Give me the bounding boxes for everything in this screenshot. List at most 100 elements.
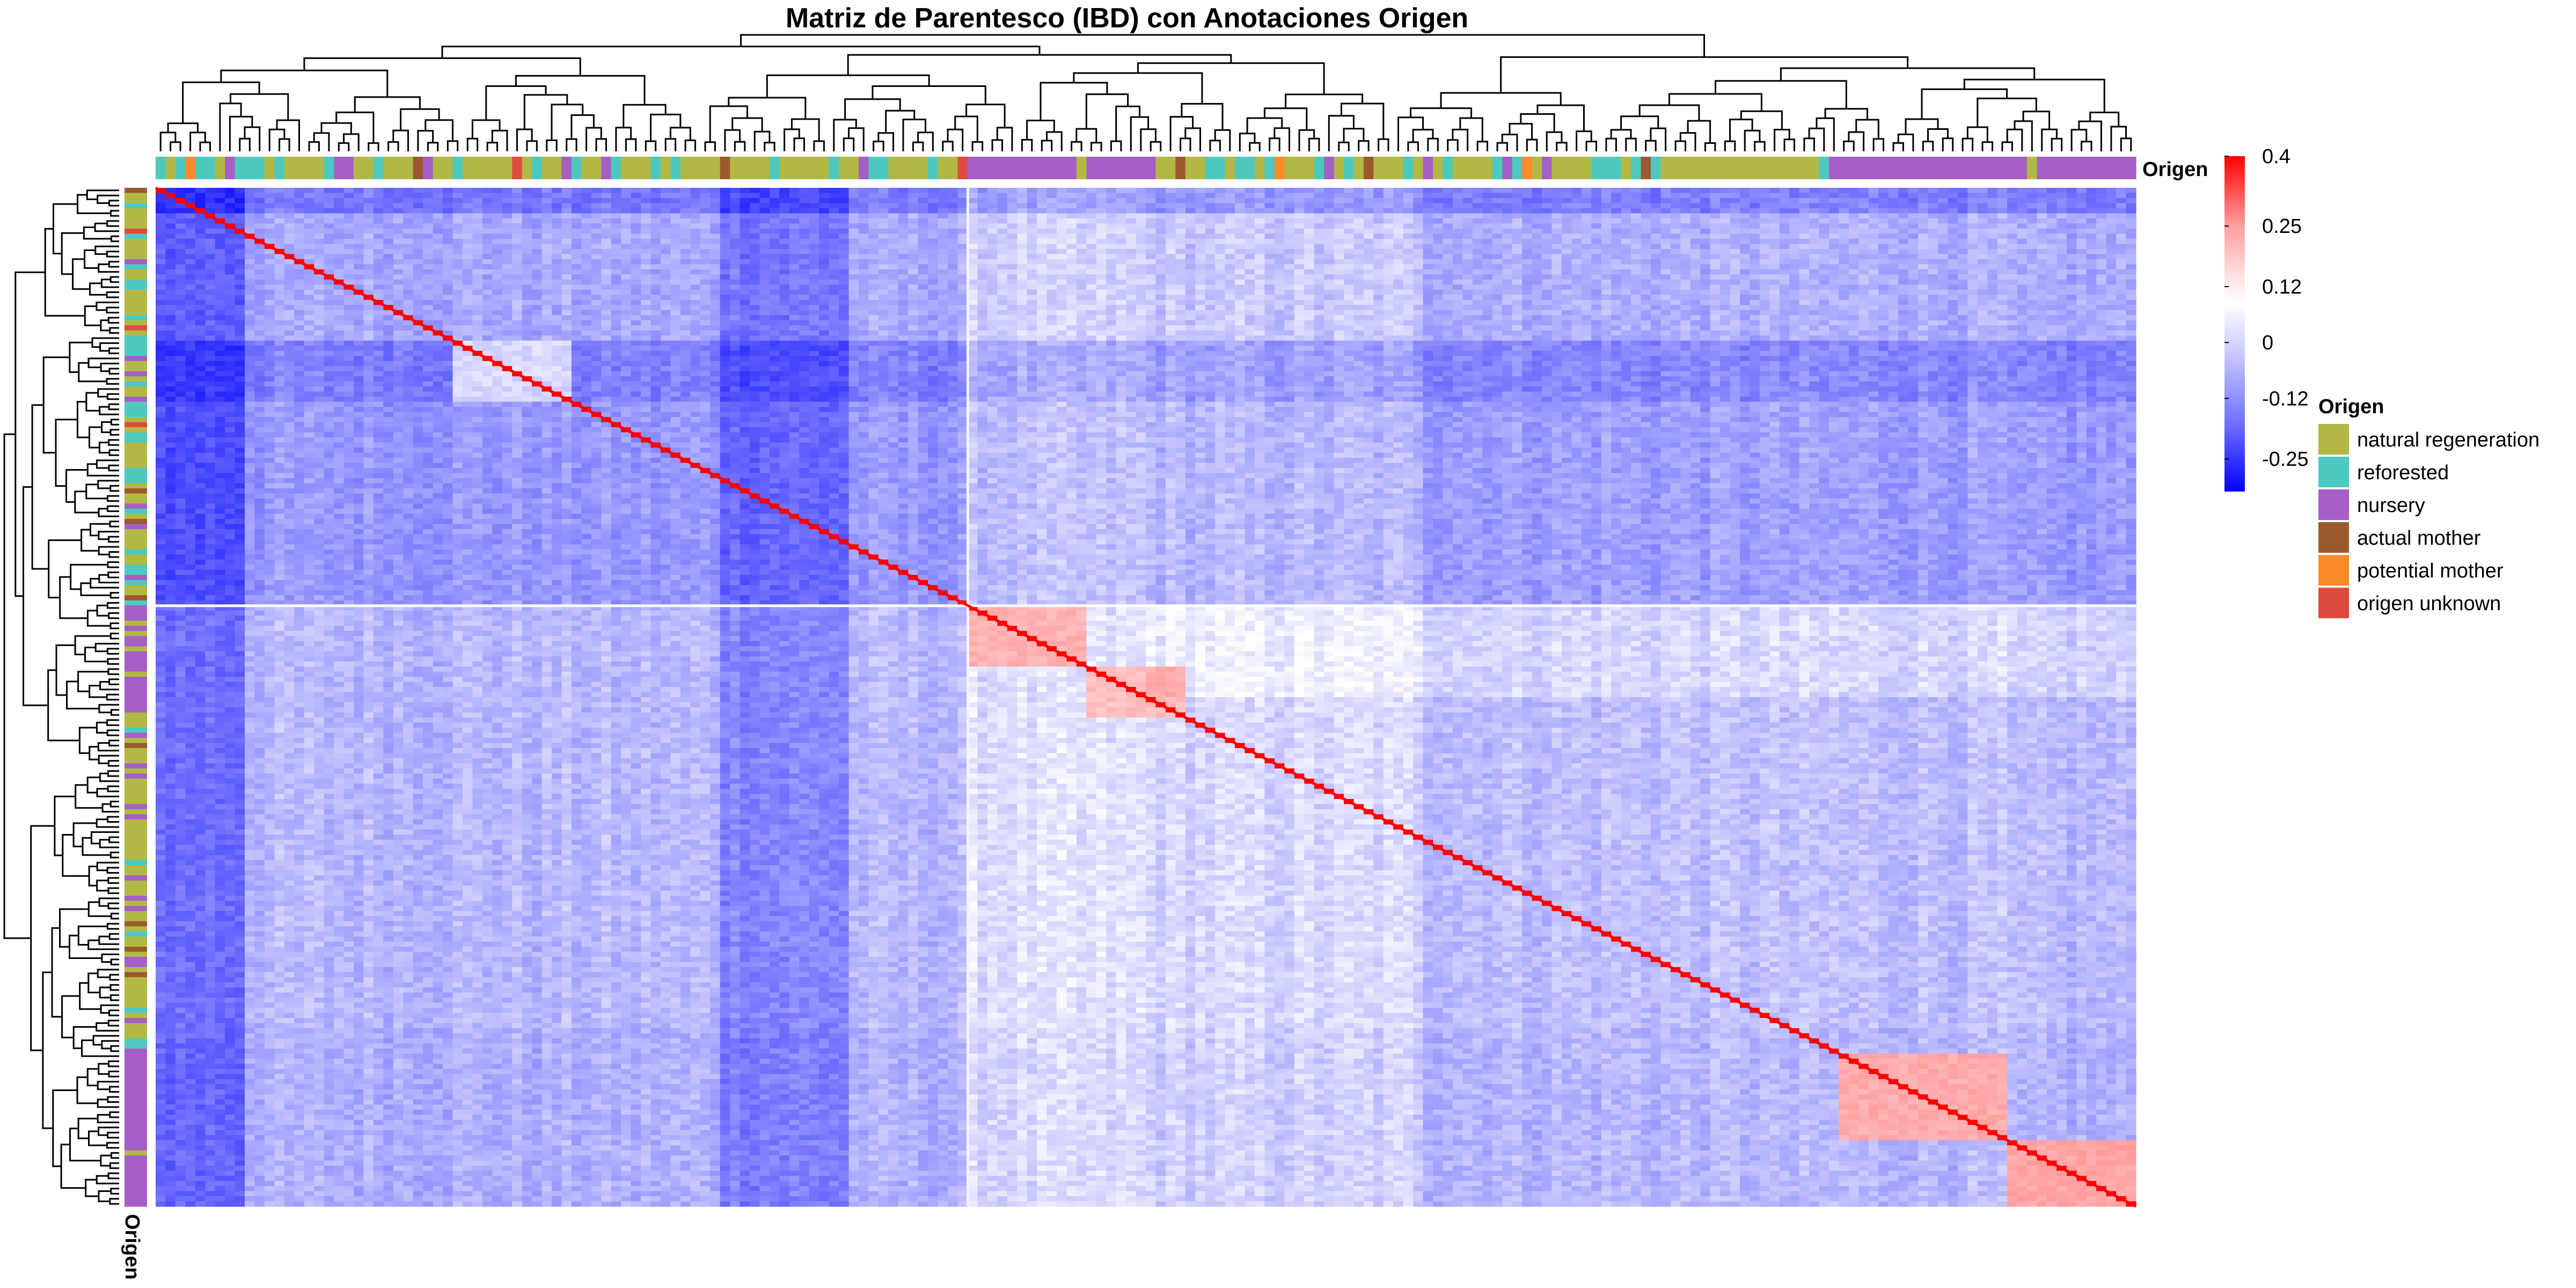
heatmap-cell (948, 249, 958, 254)
heatmap-cell (987, 188, 998, 193)
heatmap-cell (1621, 280, 1631, 285)
heatmap-cell (1146, 193, 1156, 198)
heatmap-cell (987, 269, 998, 275)
heatmap-cell (1552, 274, 1562, 280)
heatmap-cell (1453, 229, 1463, 234)
heatmap-cell (1086, 249, 1096, 254)
dendrogram-branch (100, 773, 119, 781)
heatmap-cell (1215, 188, 1225, 193)
heatmap-cell (383, 284, 393, 290)
heatmap-cell (413, 188, 423, 193)
heatmap-cell (156, 244, 166, 249)
heatmap-cell (938, 233, 948, 239)
heatmap-cell (1037, 233, 1047, 239)
heatmap-cell (344, 223, 354, 229)
heatmap-cell (156, 249, 166, 254)
heatmap-cell (1017, 264, 1027, 269)
heatmap-cell (957, 203, 968, 208)
heatmap-cell (1532, 213, 1542, 218)
column-annotation-cell (1858, 157, 1869, 179)
heatmap-cell (621, 208, 631, 214)
heatmap-cell (987, 284, 998, 290)
heatmap-cell (977, 249, 987, 254)
heatmap-cell (1680, 290, 1690, 295)
heatmap-cell (1215, 274, 1225, 280)
heatmap-cell (2017, 259, 2028, 265)
row-annotation-cell (125, 733, 147, 738)
heatmap-cell (908, 290, 918, 295)
heatmap-cell (948, 218, 958, 224)
heatmap-cell (809, 264, 819, 269)
heatmap-cell (868, 274, 879, 280)
heatmap-cell (284, 290, 295, 295)
heatmap-cell (1562, 188, 1572, 193)
heatmap-cell (1403, 188, 1414, 193)
heatmap-cell (363, 229, 374, 234)
heatmap-cell (2017, 208, 2028, 214)
heatmap-cell (1809, 218, 1819, 224)
dendrogram-branch (107, 603, 119, 608)
heatmap-cell (1542, 193, 1552, 198)
heatmap-cell (1462, 198, 1473, 203)
heatmap-cell (1077, 269, 1087, 275)
heatmap-cell (363, 249, 374, 254)
row-annotation-cell (125, 325, 147, 331)
heatmap-cell (611, 259, 621, 265)
heatmap-cell (185, 233, 195, 239)
column-annotation-cell (1621, 157, 1631, 179)
heatmap-cell (2116, 269, 2126, 275)
heatmap-cell (1047, 193, 1057, 198)
heatmap-cell (1106, 223, 1116, 229)
heatmap-cell (1621, 264, 1631, 269)
heatmap-cell (423, 259, 433, 265)
heatmap-cell (1235, 274, 1245, 280)
heatmap-cell (1641, 198, 1651, 203)
heatmap-cell (1562, 203, 1572, 208)
dendrogram-branch (913, 142, 923, 151)
heatmap-cell (1284, 244, 1294, 249)
heatmap-cell (175, 274, 186, 280)
heatmap-cell (1116, 239, 1126, 244)
heatmap-cell (1294, 193, 1305, 198)
heatmap-cell (1364, 223, 1374, 229)
heatmap-cell (1651, 244, 1661, 249)
heatmap-cell (1878, 239, 1889, 244)
heatmap-cell (1423, 259, 1433, 265)
heatmap-cell (423, 203, 433, 208)
heatmap-cell (1155, 290, 1166, 295)
heatmap-cell (1542, 280, 1552, 285)
dendrogram-branch (1341, 104, 1383, 139)
heatmap-cell (175, 269, 186, 275)
dendrogram-branch (108, 1173, 119, 1179)
dendrogram-branch (1042, 141, 1051, 151)
heatmap-cell (1532, 239, 1542, 244)
dendrogram-branch (874, 142, 884, 151)
heatmap-cell (987, 233, 998, 239)
heatmap-cell (472, 264, 482, 269)
heatmap-cell (997, 208, 1007, 214)
heatmap-cell (1730, 244, 1740, 249)
heatmap-cell (1136, 198, 1146, 203)
heatmap-cell (1403, 198, 1414, 203)
heatmap-cell (165, 213, 175, 218)
heatmap-cell (552, 249, 562, 254)
heatmap-cell (1502, 229, 1512, 234)
heatmap-cell (1997, 249, 2008, 254)
heatmap-cell (1344, 269, 1354, 275)
heatmap-cell (235, 264, 245, 269)
heatmap-cell (1384, 233, 1394, 239)
heatmap-cell (1908, 254, 1919, 259)
heatmap-cell (532, 274, 542, 280)
heatmap-cell (1245, 233, 1255, 239)
heatmap-cell (1780, 274, 1790, 280)
heatmap-cell (1146, 208, 1156, 214)
heatmap-cell (572, 208, 582, 214)
heatmap-cell (839, 280, 849, 285)
heatmap-cell (1373, 280, 1384, 285)
heatmap-cell (1304, 218, 1314, 224)
heatmap-cell (1057, 203, 1067, 208)
heatmap-cell (403, 280, 413, 285)
heatmap-cell (1889, 188, 1899, 193)
heatmap-cell (1304, 239, 1314, 244)
heatmap-cell (868, 290, 879, 295)
